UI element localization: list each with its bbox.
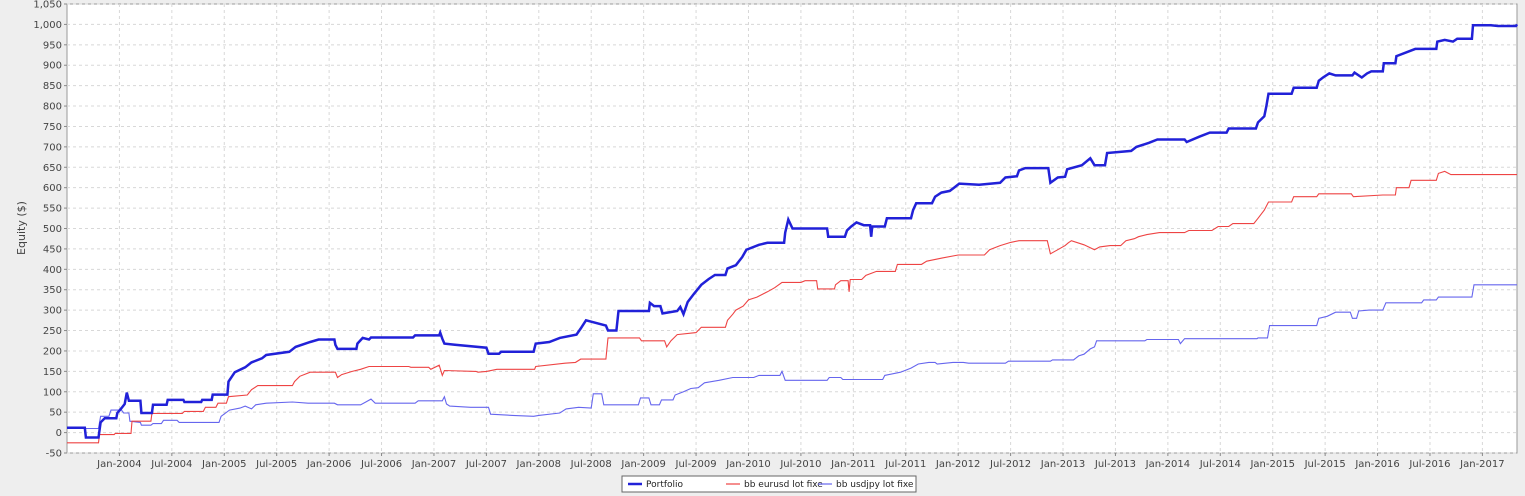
x-tick-label: Jul-2007 [465, 459, 507, 470]
y-tick-label: 450 [43, 244, 62, 255]
x-tick-label: Jan-2007 [411, 459, 456, 470]
x-tick-label: Jul-2005 [255, 459, 297, 470]
y-tick-label: 1,000 [33, 20, 62, 31]
x-tick-label: Jan-2005 [201, 459, 246, 470]
x-axis-ticks: Jan-2004 Jul-2004 Jan-2005 Jul-2005 Jan-2006… [96, 453, 1505, 470]
y-tick-label: 750 [43, 122, 62, 133]
x-tick-label: Jul-2011 [884, 459, 926, 470]
x-tick-label: Jul-2014 [1199, 459, 1241, 470]
gridlines [67, 3, 1517, 454]
legend: Portfolio bb eurusd lot fixe bb usdjpy lot… [621, 475, 917, 493]
y-tick-label: 550 [43, 204, 62, 215]
x-tick-label: Jul-2016 [1408, 459, 1450, 470]
x-tick-label: Jan-2012 [935, 459, 980, 470]
x-tick-label: Jul-2010 [779, 459, 821, 470]
x-tick-label: Jan-2008 [516, 459, 561, 470]
x-tick-label: Jul-2012 [989, 459, 1031, 470]
y-tick-label: 1,050 [33, 0, 62, 11]
y-tick-label: 700 [43, 142, 62, 153]
x-tick-label: Jan-2010 [725, 459, 770, 470]
series-line-1 [67, 170, 1517, 444]
y-tick-label: 400 [43, 265, 62, 276]
y-tick-label: 500 [43, 224, 62, 235]
y-tick-label: 50 [49, 408, 62, 419]
y-tick-label: 300 [43, 306, 62, 317]
x-tick-label: Jul-2015 [1304, 459, 1346, 470]
y-tick-label: 650 [43, 163, 62, 174]
y-tick-label: -50 [46, 449, 62, 460]
y-tick-label: 850 [43, 81, 62, 92]
x-tick-label: Jan-2009 [620, 459, 665, 470]
y-axis-ticks: -50 0 50 100 150 200 250 300 350 400 450 500 550 600 6… [33, 0, 67, 460]
y-tick-label: 800 [43, 102, 62, 113]
x-tick-label: Jul-2009 [675, 459, 717, 470]
x-tick-label: Jul-2008 [570, 459, 612, 470]
x-tick-label: Jan-2015 [1249, 459, 1294, 470]
series-line-2 [67, 284, 1517, 430]
y-tick-label: 350 [43, 285, 62, 296]
x-tick-label: Jul-2004 [150, 459, 192, 470]
y-tick-label: 950 [43, 40, 62, 51]
x-tick-label: Jan-2017 [1459, 459, 1504, 470]
x-tick-label: Jul-2006 [360, 459, 402, 470]
y-tick-label: 150 [43, 367, 62, 378]
series-lines [67, 23, 1519, 444]
series-line-0 [67, 23, 1519, 439]
x-tick-label: Jan-2016 [1354, 459, 1399, 470]
y-tick-label: 900 [43, 61, 62, 72]
y-axis-label: Equity ($) [15, 201, 28, 255]
y-tick-label: 100 [43, 387, 62, 398]
x-tick-label: Jan-2006 [306, 459, 351, 470]
legend-label: bb eurusd lot fixe [744, 480, 823, 490]
y-tick-label: 600 [43, 183, 62, 194]
x-tick-label: Jan-2013 [1040, 459, 1085, 470]
legend-box [621, 475, 917, 493]
x-tick-label: Jul-2013 [1094, 459, 1136, 470]
x-tick-label: Jan-2004 [96, 459, 141, 470]
y-tick-label: 0 [56, 428, 62, 439]
legend-label: bb usdjpy lot fixe [836, 480, 914, 490]
x-tick-label: Jan-2014 [1145, 459, 1190, 470]
y-tick-label: 250 [43, 326, 62, 337]
x-tick-label: Jan-2011 [830, 459, 875, 470]
y-tick-label: 200 [43, 346, 62, 357]
legend-label: Portfolio [646, 480, 684, 490]
